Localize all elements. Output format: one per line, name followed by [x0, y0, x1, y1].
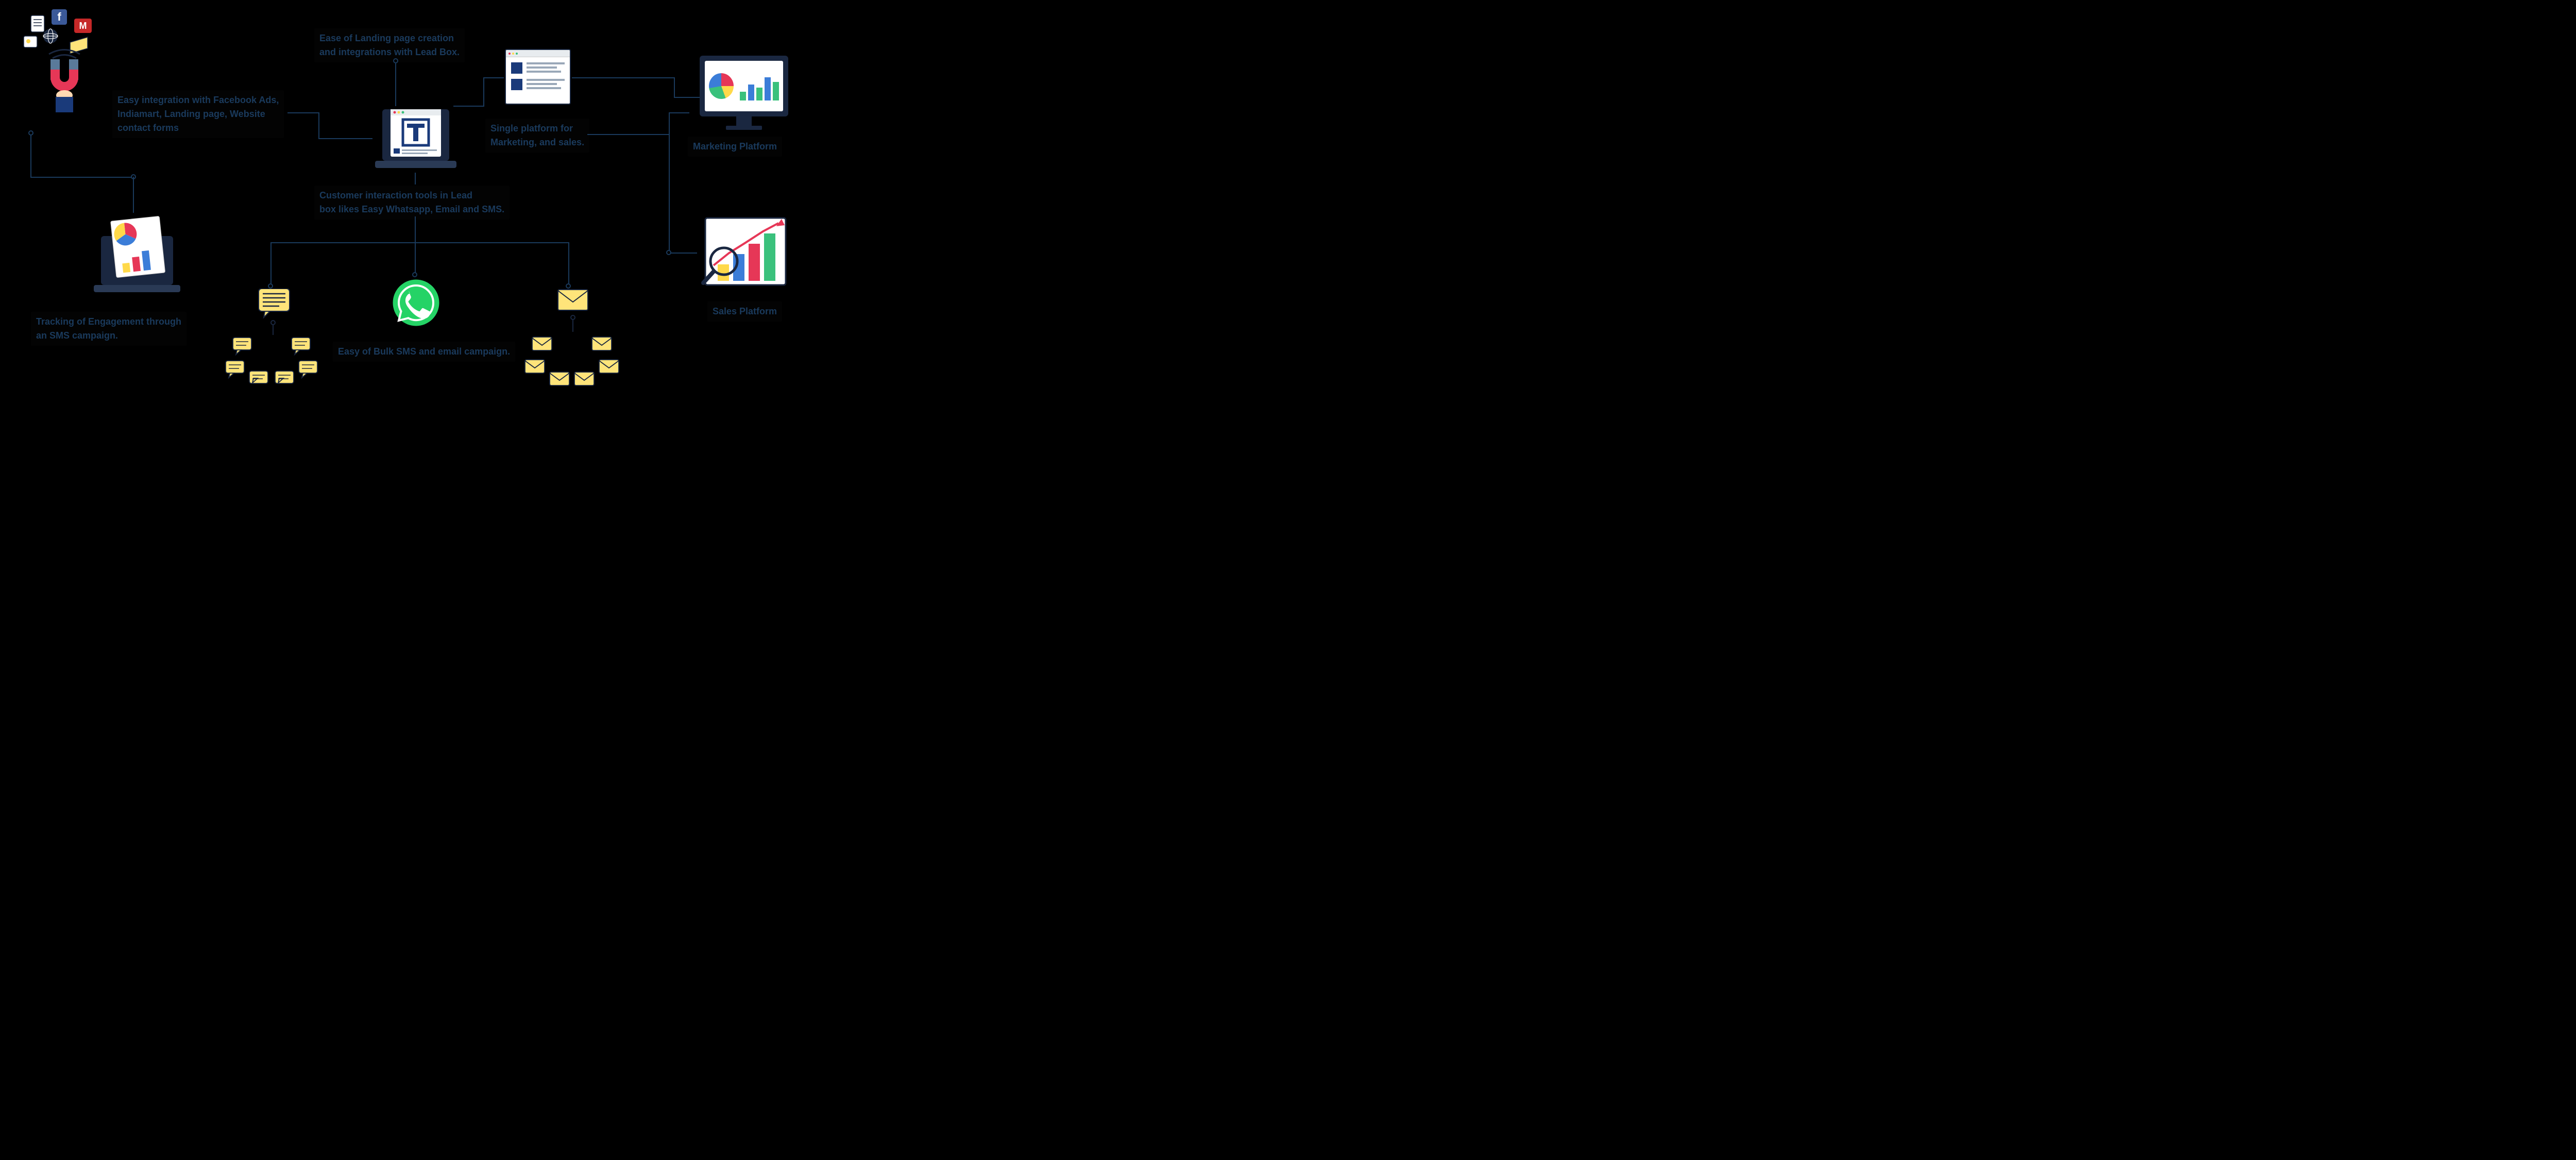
connector [30, 177, 133, 178]
text: Marketing Platform [693, 141, 777, 152]
svg-text:f: f [57, 10, 61, 23]
text: Easy of Bulk SMS and email campaign. [338, 346, 510, 357]
connector [587, 134, 670, 135]
browser-window-icon [505, 49, 572, 107]
connector-dot [666, 250, 671, 255]
connector [572, 77, 675, 78]
connector [287, 112, 318, 113]
text: Customer interaction tools in Leadbox li… [319, 190, 504, 214]
label-landing-page: Ease of Landing page creationand integra… [314, 28, 465, 62]
center-platform-icon [375, 107, 456, 173]
analytics-laptop-icon [92, 215, 182, 295]
connector [669, 112, 670, 254]
label-interaction-tools: Customer interaction tools in Leadbox li… [314, 186, 510, 220]
connector [270, 242, 416, 243]
connector [483, 77, 504, 78]
sms-cluster-icon [223, 289, 320, 384]
whatsapp-icon [392, 278, 440, 327]
text: Tracking of Engagement throughan SMS cam… [36, 316, 181, 341]
connector [568, 242, 569, 286]
label-sales-platform: Sales Platform [707, 301, 782, 322]
connector [30, 136, 31, 177]
connector-dot [28, 130, 33, 136]
marketing-monitor-icon [700, 56, 788, 130]
connector [270, 242, 272, 286]
connector [669, 253, 697, 254]
lead-magnet-icon: f M [21, 5, 108, 113]
label-bulk-sms: Easy of Bulk SMS and email campaign. [333, 342, 515, 362]
connector-dot [393, 58, 398, 63]
connector [415, 242, 569, 243]
text: Sales Platform [713, 306, 777, 316]
connector-dot [412, 272, 417, 277]
connector [133, 177, 134, 213]
connector [318, 112, 319, 138]
connector [453, 106, 484, 107]
connector [415, 173, 416, 184]
label-single-platform: Single platform forMarketing, and sales. [485, 119, 589, 153]
connector-dot [268, 283, 273, 289]
connector [318, 138, 372, 139]
connector [674, 77, 675, 97]
label-tracking: Tracking of Engagement throughan SMS cam… [31, 312, 187, 346]
connector [669, 112, 689, 113]
email-cluster-icon [523, 288, 621, 388]
label-integration: Easy integration with Facebook Ads,India… [112, 90, 284, 138]
connector [674, 97, 700, 98]
svg-text:M: M [79, 21, 87, 31]
connector [415, 216, 416, 276]
connector [395, 63, 396, 106]
label-marketing-platform: Marketing Platform [688, 137, 782, 157]
text: Ease of Landing page creationand integra… [319, 33, 460, 57]
connector [483, 77, 484, 107]
text: Easy integration with Facebook Ads,India… [117, 95, 279, 133]
text: Single platform forMarketing, and sales. [490, 123, 584, 147]
sales-chart-icon [698, 214, 791, 294]
